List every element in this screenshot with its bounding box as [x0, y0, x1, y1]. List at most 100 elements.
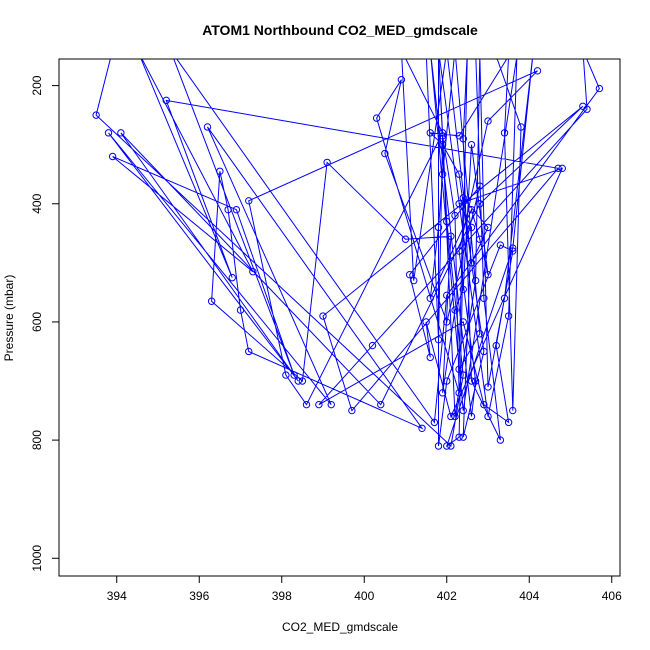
- data-point: [500, 129, 509, 137]
- data-point: [418, 424, 426, 432]
- data-point: [381, 149, 389, 158]
- data-point: [443, 318, 451, 326]
- data-point: [401, 235, 410, 243]
- data-point: [455, 433, 463, 441]
- data-point: [464, 47, 470, 53]
- data-point: [290, 371, 298, 379]
- data-point: [530, 47, 536, 53]
- data-point: [434, 223, 443, 232]
- data-point: [435, 47, 441, 53]
- data-point: [368, 341, 377, 350]
- data-point: [438, 389, 447, 397]
- data-point: [427, 47, 433, 53]
- data-point: [496, 241, 505, 249]
- data-point: [430, 418, 439, 427]
- data-point: [451, 211, 459, 220]
- data-point: [504, 418, 513, 427]
- data-point: [298, 377, 307, 385]
- data-point: [451, 412, 459, 421]
- data-point: [506, 59, 511, 60]
- y-tick-label: 1000: [30, 545, 44, 572]
- data-point: [533, 67, 542, 75]
- x-tick-label: 400: [354, 589, 374, 603]
- y-axis-label: Pressure (mbar): [2, 275, 16, 362]
- data-point: [92, 111, 100, 119]
- x-axis-label: CO2_MED_gmdscale: [282, 620, 398, 634]
- data-point: [443, 291, 451, 300]
- x-tick-label: 394: [107, 589, 127, 603]
- series-layer: [92, 47, 604, 450]
- data-point: [434, 335, 443, 344]
- data-point: [455, 247, 463, 255]
- data-point: [494, 59, 499, 60]
- data-point: [476, 330, 484, 338]
- data-point: [484, 223, 492, 232]
- data-point: [459, 406, 467, 415]
- data-point: [459, 371, 467, 379]
- plot-area: [58, 47, 621, 577]
- data-point: [451, 306, 459, 314]
- data-point: [476, 200, 484, 208]
- data-point: [455, 200, 463, 208]
- data-point: [504, 312, 513, 320]
- data-point: [476, 235, 484, 243]
- data-point: [484, 117, 492, 125]
- data-point: [438, 132, 447, 140]
- x-tick-label: 404: [519, 589, 539, 603]
- data-point: [509, 406, 517, 415]
- data-point: [134, 47, 140, 53]
- data-point: [455, 132, 463, 140]
- data-point: [480, 400, 488, 409]
- y-tick-label: 400: [30, 193, 44, 213]
- data-point: [471, 377, 480, 385]
- x-tick-label: 406: [602, 589, 622, 603]
- data-point: [467, 205, 476, 214]
- plot-frame: [58, 58, 621, 577]
- data-point: [109, 47, 115, 53]
- data-point: [377, 400, 385, 409]
- data-point: [509, 247, 517, 255]
- data-point: [500, 294, 509, 302]
- data-point: [224, 205, 232, 214]
- data-point: [452, 47, 458, 53]
- chart-title: ATOM1 Northbound CO2_MED_gmdscale: [202, 22, 478, 38]
- data-point: [467, 259, 476, 267]
- series-line: [95, 59, 600, 448]
- data-point: [447, 442, 455, 450]
- data-point: [423, 47, 429, 53]
- data-point: [455, 365, 463, 373]
- data-point: [444, 47, 450, 53]
- data-point: [471, 276, 480, 285]
- data-point: [459, 194, 467, 202]
- data-point: [476, 182, 484, 190]
- data-point: [554, 164, 562, 173]
- data-point: [108, 152, 117, 161]
- data-point: [583, 105, 591, 113]
- data-point: [249, 268, 257, 276]
- data-point: [203, 123, 212, 131]
- x-tick-label: 396: [189, 589, 209, 603]
- data-point: [162, 96, 170, 105]
- data-point: [435, 47, 441, 53]
- data-point: [480, 294, 488, 302]
- data-point: [410, 276, 418, 285]
- data-point: [438, 140, 447, 149]
- data-point: [315, 400, 323, 409]
- data-point: [207, 297, 216, 305]
- data-point: [443, 377, 451, 385]
- data-point: [405, 270, 414, 279]
- data-point: [455, 170, 463, 178]
- data-point: [443, 442, 451, 450]
- y-tick-label: 800: [30, 430, 44, 450]
- data-point: [236, 306, 245, 314]
- data-point: [438, 170, 447, 178]
- data-point: [480, 347, 488, 356]
- data-point: [319, 312, 327, 320]
- data-point: [467, 377, 476, 385]
- data-point: [302, 400, 311, 409]
- data-point: [496, 436, 505, 444]
- data-point: [228, 273, 236, 282]
- data-point: [435, 47, 441, 53]
- y-tick-label: 600: [30, 312, 44, 332]
